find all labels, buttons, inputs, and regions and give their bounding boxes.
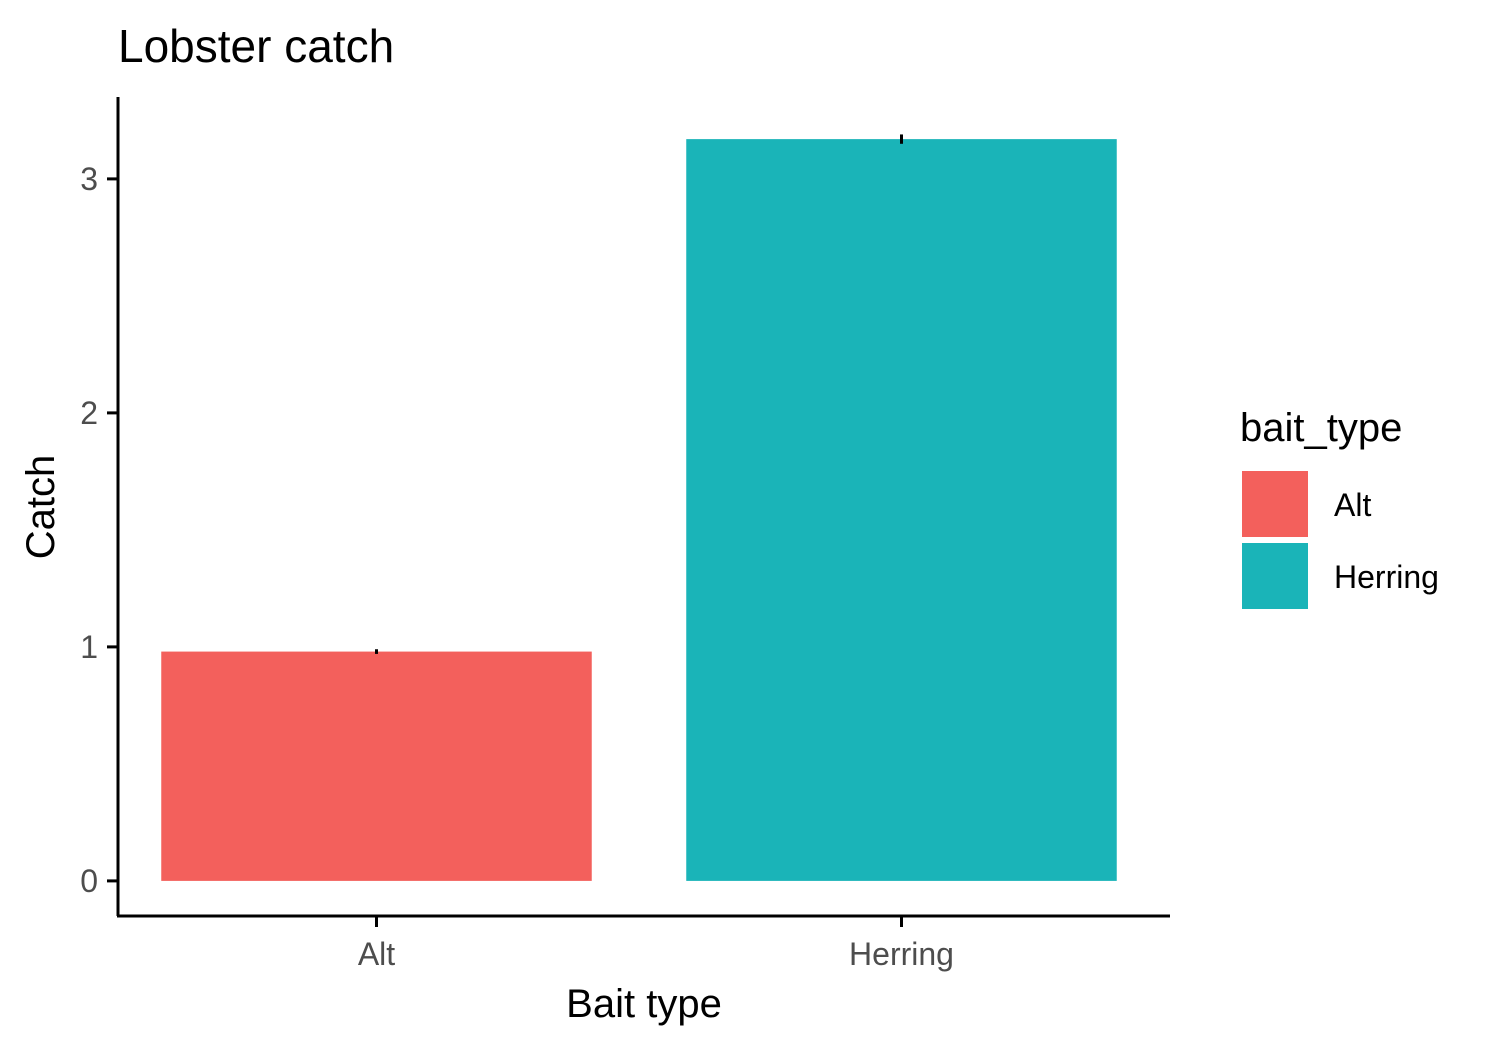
x-tick-label-alt: Alt	[358, 936, 395, 972]
x-tick-label-herring: Herring	[849, 936, 954, 972]
bar-alt	[161, 651, 592, 881]
x-ticks-group: Alt Herring	[358, 916, 954, 972]
legend-title: bait_type	[1240, 406, 1402, 450]
error-bars-group	[375, 134, 903, 654]
chart-title: Lobster catch	[118, 20, 394, 72]
legend-label-alt: Alt	[1334, 487, 1371, 523]
legend-key-herring	[1242, 543, 1308, 609]
y-tick-label-1: 1	[80, 629, 98, 665]
bars-group	[161, 139, 1117, 881]
y-tick-label-2: 2	[80, 395, 98, 431]
y-tick-label-0: 0	[80, 863, 98, 899]
plot-area: 0 1 2 3 Alt Herring	[80, 97, 1170, 972]
y-tick-label-3: 3	[80, 161, 98, 197]
legend-key-alt	[1242, 471, 1308, 537]
legend: bait_type Alt Herring	[1240, 406, 1439, 609]
legend-label-herring: Herring	[1334, 559, 1439, 595]
legend-entries: Alt Herring	[1242, 471, 1439, 609]
y-axis-title: Catch	[19, 455, 63, 560]
y-ticks-group: 0 1 2 3	[80, 161, 118, 899]
x-axis-title: Bait type	[566, 982, 722, 1026]
bar-herring	[686, 139, 1117, 881]
